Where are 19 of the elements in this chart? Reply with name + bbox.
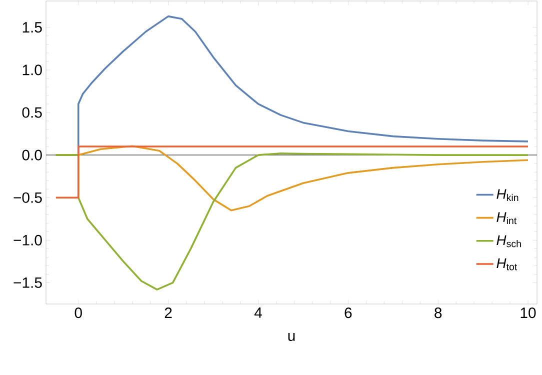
y-tick-label: 0.5	[22, 107, 42, 118]
legend-label: H$_{kin}$	[496, 189, 518, 201]
y-tick-label: −1.5	[14, 278, 42, 288]
legend-label: H$_{int}$	[496, 212, 517, 224]
y-tick-label: −0.5	[14, 192, 42, 203]
x-tick-label: 6	[344, 308, 352, 318]
x-tick-label: 4	[254, 308, 262, 318]
legend-label: H$_{sch}$	[496, 235, 521, 248]
x-tick-label: 2	[164, 308, 172, 318]
y-tick-label: 1.5	[22, 22, 42, 33]
x-axis-title: u	[288, 332, 295, 341]
x-tick-label: 0	[74, 308, 82, 318]
y-tick-label: 1.0	[22, 64, 42, 76]
x-tick-label: 10	[520, 308, 536, 318]
x-tick-label: 8	[434, 308, 442, 318]
y-tick-label: −1.0	[14, 234, 42, 246]
line-series	[54, 152, 529, 290]
y-tick-label: 0.0	[22, 150, 42, 160]
legend-label: H$_{tot}$	[496, 258, 518, 270]
